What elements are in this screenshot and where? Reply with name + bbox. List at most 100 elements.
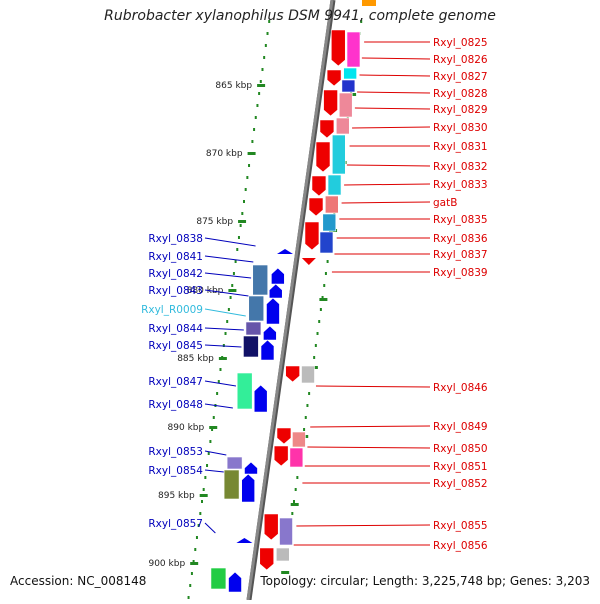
scale-dot-left xyxy=(232,272,235,275)
scale-dot-left xyxy=(253,128,256,131)
forward-gene-leader xyxy=(352,126,431,129)
scale-dot-right xyxy=(294,488,297,491)
forward-gene-label: Rxyl_0855 xyxy=(433,520,488,532)
forward-gene-block xyxy=(346,31,361,68)
forward-gene-label: Rxyl_0849 xyxy=(433,421,488,433)
forward-gene-arrow xyxy=(330,29,346,67)
reverse-gene-leader xyxy=(204,308,246,317)
forward-gene-leader xyxy=(359,74,431,77)
forward-gene-label: Rxyl_0828 xyxy=(433,88,488,100)
forward-gene-leader xyxy=(310,425,431,428)
major-tick xyxy=(238,220,247,223)
scale-dot-left xyxy=(263,56,266,59)
forward-gene-arrow xyxy=(323,89,338,117)
forward-gene-leader xyxy=(357,91,431,94)
forward-gene-label: Rxyl_0825 xyxy=(433,37,488,49)
reverse-gene-arrow xyxy=(271,267,285,285)
reverse-gene-arrow xyxy=(244,461,258,475)
forward-gene-block xyxy=(327,174,342,196)
forward-gene-block xyxy=(362,0,376,6)
scale-dot-left xyxy=(246,176,249,179)
scale-tick-label: 870 kbp xyxy=(206,149,243,159)
forward-gene-block xyxy=(331,134,346,175)
major-tick xyxy=(199,494,208,497)
forward-gene-label: Rxyl_0833 xyxy=(433,179,488,191)
scale-dot-left xyxy=(227,308,230,311)
scale-dot-left xyxy=(243,200,245,203)
scale-dot-left xyxy=(261,68,264,71)
reverse-gene-label: Rxyl_0841 xyxy=(148,251,203,263)
forward-gene-block xyxy=(279,517,293,546)
reverse-gene-leader xyxy=(204,272,252,279)
reverse-gene-arrow xyxy=(241,473,255,503)
scale-dot-left xyxy=(226,320,229,323)
forward-gene-label: Rxyl_0856 xyxy=(433,540,488,552)
forward-gene-arrow xyxy=(259,547,275,571)
scale-tick-label: 885 kbp xyxy=(177,354,214,364)
scale-tick-label: 880 kbp xyxy=(187,286,224,296)
forward-gene-arrow xyxy=(304,221,320,251)
forward-gene-arrow xyxy=(326,69,342,87)
forward-gene-label: gatB xyxy=(433,197,457,209)
reverse-gene-arrow xyxy=(228,571,242,593)
scale-dot-left xyxy=(244,188,247,191)
forward-gene-arrow xyxy=(319,119,335,139)
forward-gene-arrow xyxy=(263,513,279,541)
scale-dot-left xyxy=(192,560,195,563)
scale-dot-left xyxy=(189,584,192,587)
scale-dot-left xyxy=(229,296,232,299)
scale-dot-right xyxy=(323,284,326,287)
forward-gene-leader xyxy=(361,57,431,60)
reverse-gene-block xyxy=(223,469,240,500)
accession-label: Accession: NC_008148 xyxy=(10,574,147,588)
reverse-gene-label: Rxyl_0848 xyxy=(148,399,203,411)
forward-gene-label: Rxyl_0839 xyxy=(433,267,488,279)
forward-gene-arrow xyxy=(308,197,324,217)
reverse-gene-arrow xyxy=(236,538,253,543)
reverse-gene-arrow xyxy=(260,339,275,361)
scale-dot-left xyxy=(231,284,234,287)
scale-dot-left xyxy=(264,44,267,47)
forward-gene-arrow xyxy=(273,445,289,467)
scale-tick-label: 895 kbp xyxy=(158,491,195,501)
scale-dot-left xyxy=(212,416,215,419)
scale-dot-right xyxy=(296,476,299,479)
scale-tick-label: 890 kbp xyxy=(168,423,205,433)
reverse-gene-label: Rxyl_0838 xyxy=(148,233,203,245)
forward-gene-label: Rxyl_0836 xyxy=(433,233,488,245)
scale-dot-right xyxy=(316,332,319,335)
scale-dot-left xyxy=(187,596,190,599)
forward-gene-block xyxy=(289,447,304,468)
forward-gene-label: Rxyl_0835 xyxy=(433,214,488,226)
scale-dot-right xyxy=(304,416,307,419)
scale-dot-left xyxy=(206,464,209,467)
reverse-gene-label: Rxyl_0847 xyxy=(148,376,203,388)
scale-dot-left xyxy=(266,32,269,35)
minor-tick-right xyxy=(319,298,328,301)
forward-gene-arrow xyxy=(276,427,292,445)
reverse-gene-label: Rxyl_0845 xyxy=(148,340,203,352)
forward-gene-block xyxy=(324,195,339,214)
scale-dot-right xyxy=(324,272,327,275)
reverse-gene-arrow xyxy=(268,283,283,299)
forward-gene-arrow xyxy=(285,365,300,383)
reverse-gene-leader xyxy=(204,327,244,331)
major-tick xyxy=(190,562,199,565)
scale-tick-label: 900 kbp xyxy=(148,559,185,569)
scale-dot-right xyxy=(306,404,309,407)
forward-gene-block xyxy=(335,117,350,135)
scale-dot-right xyxy=(313,356,316,359)
reverse-gene-leader xyxy=(204,522,216,534)
reverse-gene-block xyxy=(252,264,269,296)
reverse-gene-arrow xyxy=(266,297,280,325)
scale-dot-left xyxy=(248,164,251,167)
reverse-gene-leader xyxy=(204,289,249,297)
scale-dot-left xyxy=(239,224,242,227)
scale-dot-right xyxy=(360,20,363,23)
reverse-gene-leader xyxy=(204,469,224,473)
scale-dot-left xyxy=(256,104,259,107)
reverse-gene-arrow xyxy=(253,384,268,413)
scale-dot-left xyxy=(241,212,244,215)
